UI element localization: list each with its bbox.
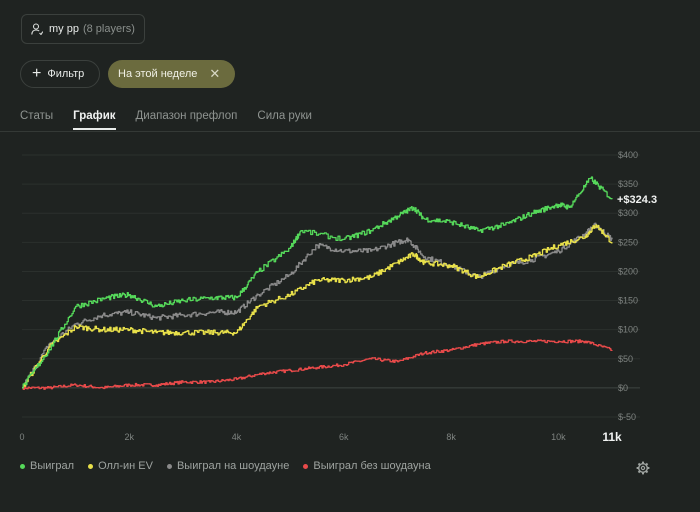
y-tick-label: $50	[618, 354, 633, 364]
legend-dot	[303, 463, 309, 469]
end-value-label: +$324.3	[617, 194, 657, 206]
y-tick-label: $350	[618, 179, 638, 189]
tab-hand-strength[interactable]: Сила руки	[257, 110, 312, 122]
legend-label: Олл-ин EV	[98, 460, 153, 472]
x-end-label: 11k	[602, 430, 622, 444]
gear-icon[interactable]	[636, 461, 650, 475]
chart-grid	[22, 154, 640, 418]
chart-legend: Выиграл Олл-ин EV Выиграл на шоудауне Вы…	[20, 460, 445, 472]
this-week-filter-chip[interactable]: На этой неделе ✕	[108, 60, 235, 88]
legend-item-allin-ev[interactable]: Олл-ин EV	[88, 460, 153, 472]
x-tick-label: 2k	[125, 432, 135, 442]
tab-preflop-range[interactable]: Диапазон префлоп	[135, 110, 238, 122]
legend-label: Выиграл на шоудауне	[176, 460, 290, 472]
player-count: (8 players)	[82, 23, 135, 35]
y-tick-label: $-50	[618, 412, 636, 422]
filter-label: Фильтр	[47, 68, 85, 80]
player-selector-button[interactable]: my pp (8 players)	[21, 14, 145, 44]
chart-series	[22, 176, 613, 390]
legend-item-won-without-showdown[interactable]: Выиграл без шоудауна	[303, 460, 431, 472]
chip-label: На этой неделе	[118, 68, 198, 80]
series-line-0	[22, 176, 613, 389]
x-tick-label: 10k	[551, 432, 566, 442]
tab-graph[interactable]: График	[73, 110, 116, 130]
x-tick-label: 4k	[232, 432, 242, 442]
y-tick-label: $0	[618, 383, 628, 393]
tab-divider	[0, 131, 700, 132]
y-tick-label: $300	[618, 208, 638, 218]
series-line-1	[22, 224, 613, 389]
legend-dot	[166, 463, 172, 469]
y-tick-label: $150	[618, 296, 638, 306]
player-name: my pp	[49, 23, 79, 35]
y-axis-ticks: $400 $350 $300 $250 $200 $150 $100 $50 $0 $-50	[618, 150, 638, 422]
x-axis-ticks: 0 2k 4k 6k 8k 10k	[19, 432, 566, 442]
y-tick-label: $100	[618, 325, 638, 335]
y-tick-label: $250	[618, 237, 638, 247]
tab-bar: Статы График Диапазон префлоп Сила руки	[20, 110, 332, 130]
plus-icon: +	[32, 65, 42, 82]
close-icon[interactable]: ✕	[209, 66, 221, 81]
series-line-2	[22, 222, 613, 389]
user-icon	[31, 23, 43, 35]
legend-item-won-at-showdown[interactable]: Выиграл на шоудауне	[166, 460, 290, 472]
tab-stats[interactable]: Статы	[20, 110, 54, 122]
filter-button[interactable]: + Фильтр	[20, 60, 100, 88]
series-line-3	[22, 339, 613, 390]
legend-dot	[20, 463, 25, 469]
y-tick-label: $400	[618, 150, 638, 160]
x-tick-label: 0	[19, 432, 24, 442]
legend-label: Выиграл без шоудауна	[313, 460, 431, 472]
legend-label: Выиграл	[30, 460, 75, 472]
y-tick-label: $200	[618, 266, 638, 276]
x-tick-label: 6k	[339, 432, 349, 442]
profit-chart: $400 $350 $300 $250 $200 $150 $100 $50 $0 $-50 0 2…	[19, 150, 657, 444]
legend-item-won[interactable]: Выиграл	[20, 460, 74, 472]
x-tick-label: 8k	[446, 432, 456, 442]
legend-dot	[88, 463, 94, 469]
